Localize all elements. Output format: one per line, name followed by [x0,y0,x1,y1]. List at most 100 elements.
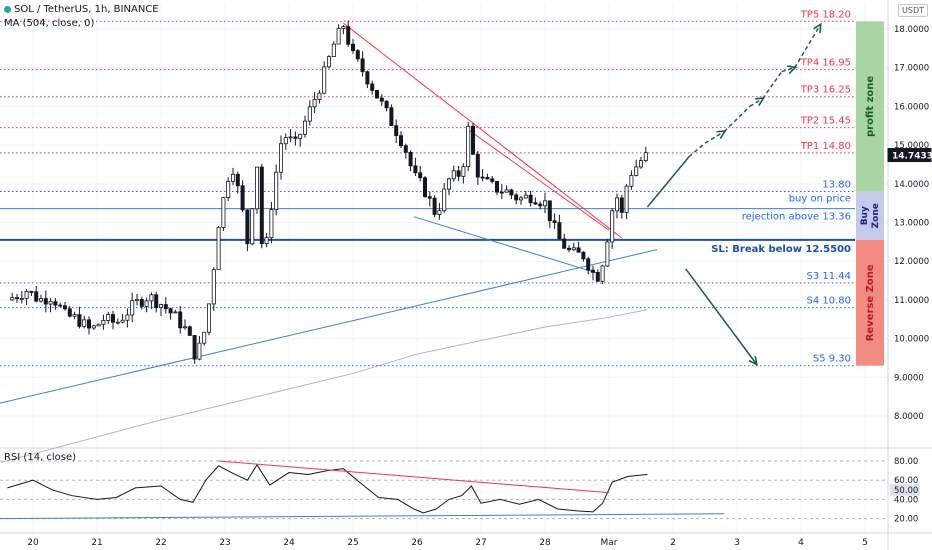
candle-down [533,202,538,205]
candle-down [346,26,351,45]
rsi-legend[interactable]: RSI (14, close) [4,452,76,463]
price-levels: TP5 18.20 TP4 16.95 TP3 16.25 TP2 15.45 TP1 … [0,9,855,367]
projection-arrow-up-segment [704,132,724,144]
candle-up [254,166,259,210]
projection-arrow-up-segment [781,68,795,72]
candle-down [528,194,533,204]
candle-down [576,247,581,253]
candle-up [605,241,610,267]
candle-up [283,137,288,145]
ma-legend[interactable]: MA (504, close, 0) [4,18,94,29]
candle-down [67,308,72,317]
price-tick-label: 14.0000 [894,180,929,190]
price-tick-label: 12.0000 [894,257,929,267]
tp-level-label: TP1 14.80 [800,141,851,152]
candle-down [77,314,82,327]
candle-up [307,106,312,122]
candle-up [624,185,629,213]
candle-down [586,258,591,271]
candle-down [360,58,365,73]
candle-down [379,97,384,102]
candle-up [610,210,615,243]
candle-up [504,189,509,193]
time-tick-label: 5 [862,538,868,548]
candle-down [192,335,197,360]
reverse-zone-label: Reverse Zone [865,264,876,341]
rsi-tick-label: 20.00 [894,515,918,525]
candle-up [269,209,274,239]
candle-up [144,300,149,307]
tp-level-label: TP5 18.20 [800,9,851,20]
candle-down [350,43,355,51]
rsi-trendline-blue [0,513,725,520]
time-tick-label: 28 [539,538,551,548]
candle-up [643,152,648,162]
tp-level-label: TP3 16.25 [800,85,851,96]
candle-up [322,66,327,94]
candle-up [466,125,471,168]
reverse-zone-box [856,239,884,366]
candle-down [43,298,48,305]
candle-up [216,227,221,271]
candle-down [370,83,375,91]
stop-loss-label: SL: Break below 12.5500 [711,244,851,255]
time-tick-label: 21 [91,538,102,548]
candle-up [302,120,307,135]
trendline-red [343,22,623,239]
candle-up [341,26,346,29]
candle-down [63,305,68,310]
candle-up [202,331,207,344]
candle-up [10,297,15,301]
candle-down [384,100,389,109]
support-level-label: S5 9.30 [813,354,851,365]
candle-up [130,300,135,316]
rejection-note-label: rejection above 13.36 [742,212,851,223]
candle-down [499,191,504,194]
trendlines[interactable] [0,22,658,404]
candle-up [600,265,605,282]
candle-up [197,342,202,360]
currency-badge[interactable]: USDT [898,4,928,17]
candle-down [557,222,562,240]
candle-down [163,304,168,310]
candle-down [552,220,557,223]
candle-up [24,291,29,299]
rsi-tick-label: 60.00 [894,476,918,486]
candle-down [187,326,192,336]
symbol-title[interactable]: SOL / TetherUS, 1h, BINANCE [4,4,159,15]
last-price-label: 14.7433 [892,152,932,162]
candle-down [111,314,116,323]
status-dot-icon [4,5,11,13]
candle-down [394,125,399,137]
time-tick-label: 3 [734,538,740,548]
candles [10,20,648,364]
time-tick-label: 24 [283,538,295,548]
candle-up [437,210,442,215]
candle-down [245,209,250,245]
candle-down [422,177,427,198]
candle-down [595,271,600,282]
candle-up [250,208,255,245]
rsi-trendline-red [218,460,610,494]
rsi-pane [0,460,888,520]
price-tick-label: 13.0000 [894,219,929,229]
projection-arrow-up-segment [646,156,690,208]
candle-down [456,170,461,177]
candle-up [312,99,317,108]
candle-up [158,304,163,308]
candle-up [298,133,303,139]
candle-up [317,92,322,100]
candle-up [615,197,620,212]
candle-up [149,294,154,302]
candle-up [274,171,279,210]
candle-down [398,135,403,147]
projection-arrow-up-segment [723,105,751,133]
candle-down [178,311,183,329]
candle-up [106,314,111,321]
axes: 18.0000 17.0000 16.0000 15.0000 14.0000 13.00… [27,25,932,548]
price-tick-label: 18.0000 [894,25,929,35]
tp-level-label: TP4 16.95 [800,58,851,69]
candle-down [139,299,144,307]
